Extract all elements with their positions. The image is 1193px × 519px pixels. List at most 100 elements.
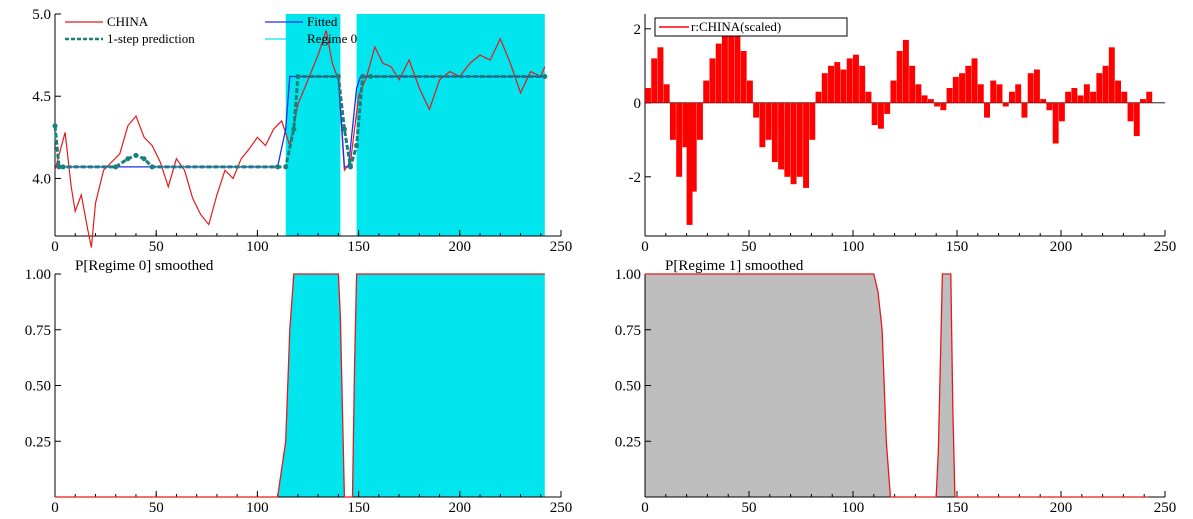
prediction-point bbox=[291, 127, 296, 132]
bar bbox=[697, 103, 703, 140]
bar bbox=[1071, 88, 1077, 103]
y-tick-label: 5.0 bbox=[32, 7, 51, 23]
bar bbox=[847, 58, 853, 102]
bar bbox=[1096, 73, 1102, 103]
bar bbox=[1109, 47, 1115, 103]
bar bbox=[1028, 73, 1034, 103]
bar bbox=[972, 58, 978, 102]
bar bbox=[865, 92, 871, 103]
bar bbox=[1009, 92, 1015, 103]
y-tick-label: 1.00 bbox=[25, 267, 51, 283]
x-tick-label: 100 bbox=[842, 500, 865, 516]
x-tick-label: 50 bbox=[149, 500, 164, 516]
x-tick-label: 100 bbox=[246, 500, 269, 516]
bar bbox=[1140, 99, 1146, 103]
panel-title: P[Regime 0] smoothed bbox=[75, 258, 214, 274]
legend-label: r:CHINA(scaled) bbox=[691, 19, 781, 34]
prediction-point bbox=[542, 74, 547, 79]
prediction-point bbox=[348, 164, 353, 169]
x-tick-label: 150 bbox=[347, 500, 370, 516]
bar bbox=[934, 103, 940, 107]
bar bbox=[741, 51, 747, 103]
bar bbox=[1084, 84, 1090, 103]
bar bbox=[1115, 81, 1121, 103]
legend-label: Fitted bbox=[307, 14, 338, 29]
x-tick-label: 150 bbox=[347, 239, 370, 255]
bar bbox=[897, 51, 903, 103]
legend-label: CHINA bbox=[107, 14, 149, 29]
bar bbox=[872, 103, 878, 125]
prediction-point bbox=[61, 164, 66, 169]
bar bbox=[959, 73, 965, 103]
bar bbox=[953, 77, 959, 103]
bar bbox=[822, 73, 828, 103]
bar bbox=[909, 66, 915, 103]
x-tick-label: 50 bbox=[742, 500, 757, 516]
bar bbox=[1078, 95, 1084, 102]
bar bbox=[1121, 92, 1127, 103]
bar bbox=[834, 62, 840, 103]
bar bbox=[922, 95, 928, 102]
prediction-point bbox=[336, 74, 341, 79]
bar bbox=[657, 47, 663, 103]
bar bbox=[828, 66, 834, 103]
bar bbox=[766, 103, 772, 140]
bar bbox=[728, 29, 734, 103]
bar bbox=[734, 36, 740, 103]
bar bbox=[759, 103, 765, 147]
bar bbox=[990, 81, 996, 103]
axes-top-right: 0 50 100 150 200 250-202 bbox=[629, 14, 1177, 255]
bar bbox=[709, 58, 715, 102]
bar bbox=[890, 81, 896, 103]
prediction-point bbox=[295, 74, 300, 79]
bar bbox=[1021, 103, 1027, 118]
y-tick-label: 4.5 bbox=[32, 89, 51, 105]
bar bbox=[940, 103, 946, 110]
bar bbox=[645, 88, 651, 103]
prediction-point bbox=[368, 74, 373, 79]
prediction-point bbox=[354, 143, 359, 148]
bar bbox=[1003, 103, 1009, 107]
bar bbox=[1040, 99, 1046, 103]
x-tick-label: 250 bbox=[1154, 500, 1177, 516]
bar bbox=[803, 103, 809, 188]
bar bbox=[670, 103, 676, 140]
panel-title: P[Regime 1] smoothed bbox=[665, 258, 804, 274]
x-tick-label: 200 bbox=[449, 239, 472, 255]
bar bbox=[664, 84, 670, 103]
y-tick-label: 0.50 bbox=[615, 379, 641, 395]
x-tick-label: 150 bbox=[946, 500, 969, 516]
bar bbox=[984, 103, 990, 118]
y-tick-label: 0.75 bbox=[615, 323, 641, 339]
probability-area bbox=[645, 274, 1148, 497]
x-tick-label: 250 bbox=[550, 239, 573, 255]
y-tick-label: 0.50 bbox=[25, 379, 51, 395]
bar bbox=[1103, 66, 1109, 103]
bar bbox=[841, 70, 847, 103]
x-tick-label: 200 bbox=[1050, 239, 1073, 255]
prediction-point bbox=[275, 164, 280, 169]
prediction-point bbox=[342, 127, 347, 132]
bar bbox=[859, 66, 865, 103]
bar bbox=[853, 55, 859, 103]
prediction-point bbox=[133, 153, 138, 158]
prediction-point bbox=[125, 156, 130, 161]
x-tick-label: 50 bbox=[149, 239, 164, 255]
probability-area bbox=[55, 274, 545, 497]
x-tick-label: 150 bbox=[946, 239, 969, 255]
bar bbox=[809, 103, 815, 140]
bar bbox=[965, 66, 971, 103]
x-tick-label: 200 bbox=[1050, 500, 1073, 516]
bar bbox=[816, 92, 822, 103]
bar bbox=[797, 103, 803, 177]
x-tick-label: 50 bbox=[742, 239, 757, 255]
x-tick-label: 250 bbox=[550, 500, 573, 516]
bar bbox=[978, 84, 984, 103]
prediction-point bbox=[53, 123, 58, 128]
prediction-point bbox=[150, 164, 155, 169]
bar bbox=[1090, 92, 1096, 103]
bar bbox=[1059, 103, 1065, 122]
y-tick-label: 4.0 bbox=[32, 171, 51, 187]
bar bbox=[1046, 103, 1052, 110]
bar bbox=[784, 103, 790, 177]
